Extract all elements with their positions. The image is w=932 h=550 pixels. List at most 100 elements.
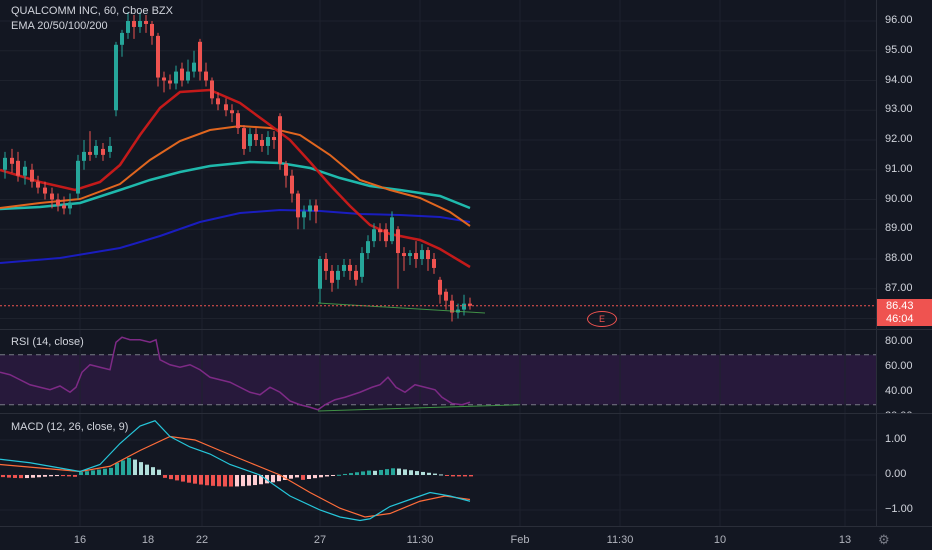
rsi-label[interactable]: RSI (14, close)	[11, 336, 84, 348]
candle-body	[314, 205, 318, 212]
macd-histogram-bar	[13, 475, 17, 478]
macd-histogram-bar	[169, 475, 173, 480]
macd-histogram-bar	[259, 475, 263, 485]
candle-body	[414, 253, 418, 259]
macd-histogram-bar	[301, 475, 305, 480]
candle-body	[101, 148, 105, 155]
macd-histogram-bar	[7, 475, 11, 478]
rsi-line	[0, 336, 471, 411]
candle-body	[82, 151, 86, 161]
macd-histogram-bar	[97, 469, 101, 475]
price-axis[interactable]: 96.00 95.00 94.00 93.00 92.00 91.00 90.00 89.00…	[876, 0, 932, 329]
macd-histogram-bar	[61, 475, 65, 477]
earnings-marker[interactable]: E	[587, 311, 617, 327]
time-axis-separator	[0, 526, 932, 527]
macd-axis[interactable]: 1.00 0.00 −1.00	[876, 414, 932, 526]
macd-histogram-bar	[451, 475, 455, 477]
candle-body	[462, 303, 466, 310]
macd-histogram-bar	[229, 475, 233, 487]
macd-histogram-bar	[205, 475, 209, 486]
candle-body	[290, 175, 294, 194]
candle-body	[248, 134, 252, 146]
price-pane[interactable]: QUALCOMM INC, 60, Cboe BZX EMA 20/50/100…	[0, 0, 876, 329]
macd-histogram-bar	[187, 475, 191, 483]
candle-body	[10, 157, 14, 164]
bar-countdown-tag: 46:04	[877, 312, 932, 326]
time-axis-label: Feb	[510, 534, 530, 546]
candle-body	[192, 62, 196, 72]
time-axis-label: 27	[313, 534, 327, 546]
candle-body	[324, 259, 328, 271]
macd-line	[0, 420, 471, 522]
time-axis[interactable]: 16 18 22 27 11:30 Feb 11:30 10 13	[0, 527, 876, 550]
macd-histogram-bar	[193, 475, 197, 484]
candle-body	[216, 98, 220, 105]
macd-histogram-bar	[121, 460, 125, 475]
macd-histogram-bar	[313, 475, 317, 479]
macd-histogram-bar	[19, 475, 23, 479]
macd-histogram-bar	[253, 475, 257, 486]
macd-histogram-bar	[319, 475, 323, 478]
candle-body	[390, 217, 394, 242]
candle-body	[242, 128, 246, 149]
rsi-pane[interactable]: RSI (14, close)	[0, 330, 876, 413]
macd-pane[interactable]: MACD (12, 26, close, 9)	[0, 414, 876, 526]
rsi-band	[0, 354, 876, 405]
macd-histogram-bar	[139, 462, 143, 475]
macd-histogram-bar	[91, 470, 95, 475]
candle-body	[132, 21, 136, 27]
macd-histogram-bar	[211, 475, 215, 486]
candle-body	[330, 270, 334, 283]
candle-body	[260, 140, 264, 146]
candle-body	[420, 250, 424, 259]
macd-chart[interactable]	[0, 414, 876, 526]
macd-histogram-bar	[289, 475, 293, 479]
price-chart[interactable]	[0, 0, 876, 329]
macd-histogram-bar	[151, 467, 155, 475]
candle-body	[180, 68, 184, 81]
candle-body	[150, 23, 154, 36]
macd-histogram-bar	[355, 472, 359, 475]
macd-histogram-bar	[343, 473, 347, 475]
axis-tick-label: 60.00	[885, 360, 913, 373]
axis-tick-label: 88.00	[885, 252, 913, 264]
candle-body	[426, 250, 430, 259]
candle-body	[402, 253, 406, 257]
pane-separator[interactable]	[0, 329, 932, 330]
candle-body	[296, 193, 300, 218]
macd-histogram-bar	[1, 475, 5, 478]
candle-body	[210, 80, 214, 99]
candle-body	[230, 110, 234, 114]
macd-histogram-bar	[145, 464, 149, 475]
candle-body	[76, 160, 80, 194]
macd-label[interactable]: MACD (12, 26, close, 9)	[11, 421, 129, 433]
macd-histogram-bar	[235, 475, 239, 487]
candle-body	[43, 187, 47, 194]
candle-body	[342, 264, 346, 271]
macd-histogram-bar	[199, 475, 203, 485]
candle-body	[236, 113, 240, 129]
macd-histogram-bar	[103, 468, 107, 475]
candle-body	[318, 259, 322, 289]
macd-histogram-bar	[421, 471, 425, 475]
candle-body	[450, 300, 454, 313]
pane-separator[interactable]	[0, 413, 932, 414]
ema-indicator-label[interactable]: EMA 20/50/100/200	[11, 20, 108, 32]
macd-signal-line	[0, 435, 471, 518]
macd-histogram-bar	[325, 475, 329, 477]
candle-body	[168, 80, 172, 84]
last-price-tag: 86.43	[877, 299, 932, 313]
candle-body	[156, 35, 160, 78]
candle-body	[224, 104, 228, 111]
candle-body	[372, 229, 376, 242]
settings-gear-icon[interactable]: ⚙	[878, 532, 890, 547]
candle-body	[438, 279, 442, 295]
macd-histogram-bar	[133, 459, 137, 475]
macd-histogram-bar	[223, 475, 227, 487]
candle-body	[348, 264, 352, 271]
macd-histogram-bar	[427, 472, 431, 475]
candle-body	[3, 157, 7, 170]
macd-histogram-bar	[397, 468, 401, 475]
rsi-chart[interactable]	[0, 330, 876, 413]
